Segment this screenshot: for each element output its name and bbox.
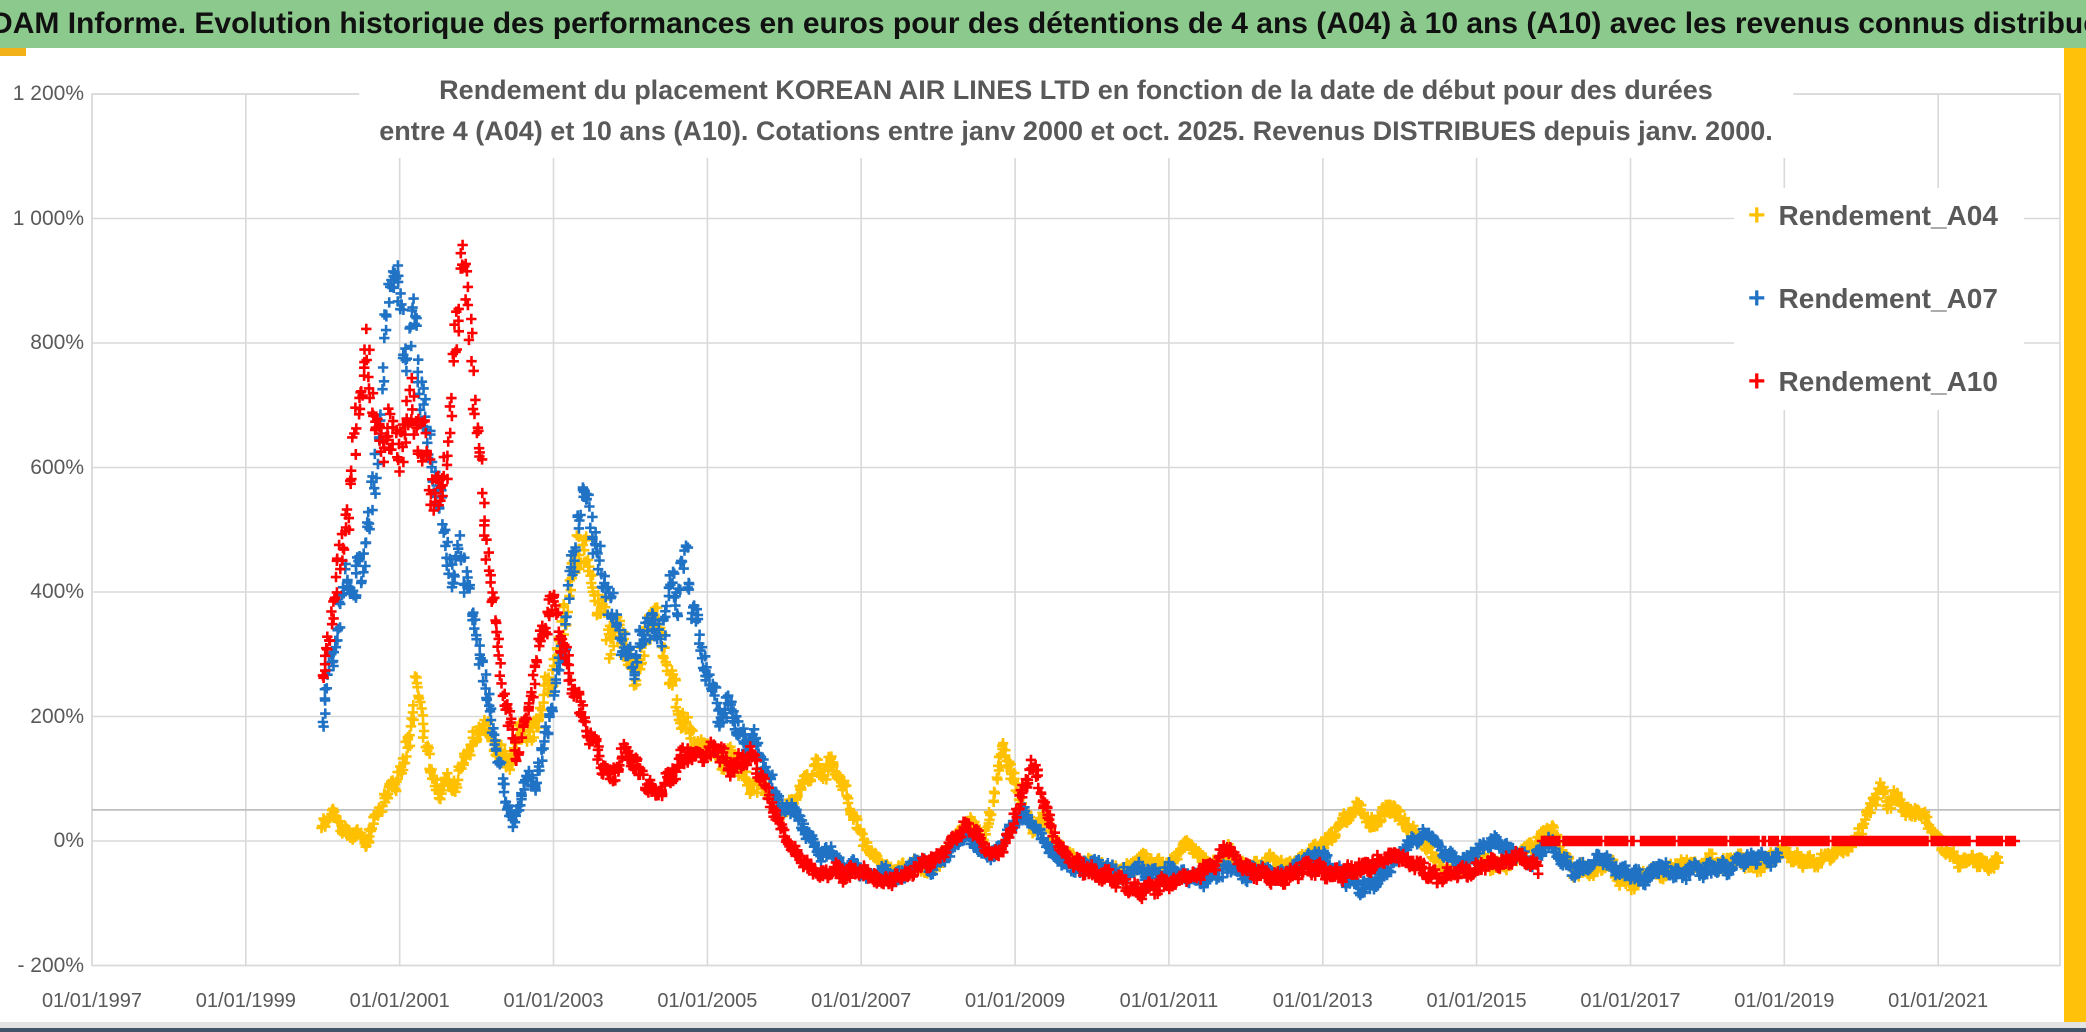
- gold-corner-chip: [0, 48, 26, 57]
- legend-item-Rendement_A04: + Rendement_A04: [1748, 200, 1998, 232]
- x-axis-label: 01/01/1997: [41, 990, 143, 1012]
- x-axis-label: 01/01/2013: [1272, 990, 1373, 1012]
- legend: + Rendement_A04 + Rendement_A07 + Rendement_A…: [1734, 188, 2024, 410]
- window-bottom-bar: [0, 1028, 2086, 1032]
- y-axis-label: 200%: [30, 704, 84, 728]
- y-axis-label: 1 000%: [12, 206, 84, 230]
- x-axis-label: 01/01/2005: [657, 990, 758, 1012]
- y-axis-label: 400%: [30, 580, 84, 603]
- bottom-strip: [0, 1022, 2086, 1028]
- x-axis-label: 01/01/2019: [1734, 990, 1835, 1012]
- y-axis-label: 800%: [30, 331, 84, 354]
- legend-item-Rendement_A07: + Rendement_A07: [1748, 283, 1998, 315]
- x-axis-label: 01/01/2001: [349, 990, 450, 1012]
- plus-marker-icon: +: [1748, 199, 1766, 232]
- plus-marker-icon: +: [1748, 365, 1766, 398]
- y-axis-label: 600%: [30, 455, 84, 479]
- x-axis-label: 01/01/2017: [1580, 990, 1681, 1012]
- y-axis-label: 0%: [53, 829, 84, 852]
- header-banner: ADAM Informe. Evolution historique des p…: [0, 0, 2086, 48]
- x-axis-label: 01/01/2021: [1888, 990, 1989, 1012]
- plus-marker-icon: +: [1748, 282, 1766, 315]
- legend-item-Rendement_A10: + Rendement_A10: [1748, 366, 1998, 398]
- x-axis-label: 01/01/2009: [965, 990, 1066, 1012]
- legend-label: Rendement_A07: [1778, 283, 1998, 314]
- x-axis-label: 01/01/2015: [1426, 990, 1527, 1012]
- x-axis-label: 01/01/2011: [1119, 990, 1219, 1012]
- series-Rendement_A10: [317, 239, 2020, 905]
- right-border-bar: [2064, 48, 2086, 1032]
- x-axis-label: 01/01/2007: [811, 990, 912, 1012]
- series-Rendement_A07: [317, 260, 1784, 901]
- chart-title-line2: entre 4 (A04) et 10 ans (A10). Cotations…: [379, 116, 1773, 146]
- legend-label: Rendement_A04: [1778, 200, 1998, 231]
- y-axis-label: - 200%: [17, 953, 84, 977]
- x-axis-label: 01/01/1999: [195, 990, 296, 1012]
- page-title: ADAM Informe. Evolution historique des p…: [0, 7, 2086, 40]
- x-axis-label: 01/01/2003: [503, 990, 604, 1012]
- chart-title-line1: Rendement du placement KOREAN AIR LINES …: [439, 75, 1713, 105]
- legend-label: Rendement_A10: [1778, 366, 1998, 397]
- y-axis-label: 1 200%: [12, 82, 84, 105]
- chart-title: Rendement du placement KOREAN AIR LINES …: [359, 66, 1793, 158]
